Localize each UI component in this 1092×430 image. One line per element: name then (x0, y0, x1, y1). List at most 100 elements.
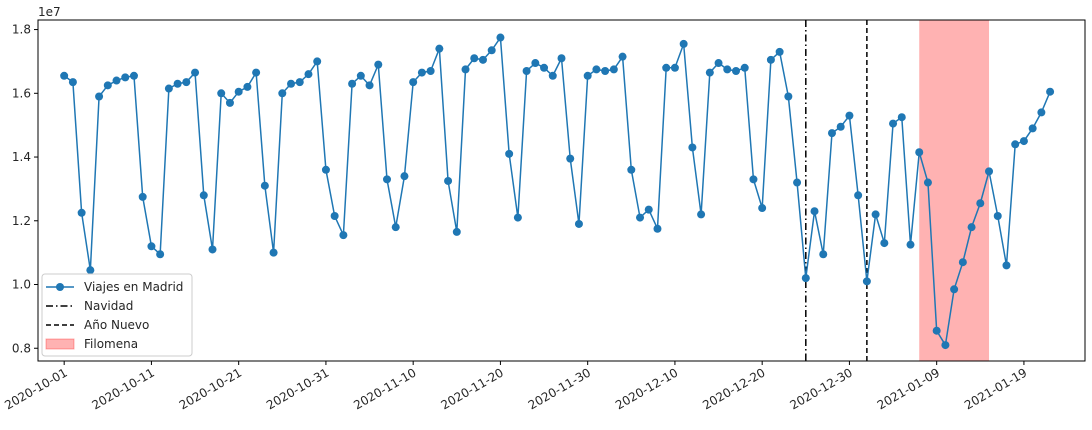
data-point-80 (758, 204, 767, 213)
legend-label-filomena: Filomena (84, 337, 138, 351)
data-point-91 (854, 191, 863, 200)
data-point-87 (819, 250, 828, 259)
data-point-69 (662, 63, 671, 72)
data-point-67 (644, 205, 653, 214)
data-point-63 (609, 65, 618, 74)
data-point-26 (287, 79, 296, 88)
y-tick-label-4: 1.6 (12, 86, 31, 100)
data-point-62 (601, 66, 610, 75)
x-tick-label-8: 2020-12-20 (700, 365, 767, 412)
data-point-94 (880, 239, 889, 248)
data-point-32 (339, 231, 348, 240)
data-point-92 (862, 277, 871, 286)
data-point-55 (540, 63, 549, 72)
data-point-86 (810, 207, 819, 216)
data-point-93 (871, 210, 880, 219)
data-point-33 (348, 79, 357, 88)
data-point-100 (932, 326, 941, 335)
data-point-65 (627, 165, 636, 174)
x-tick-label-4: 2020-11-10 (351, 365, 418, 412)
data-point-25 (278, 89, 287, 98)
data-point-57 (557, 54, 566, 63)
data-point-1 (68, 78, 77, 87)
x-tick-label-2: 2020-10-21 (177, 365, 244, 412)
series-line-0 (63, 35, 1051, 348)
data-point-78 (740, 63, 749, 72)
x-tick-label-7: 2020-12-10 (613, 365, 680, 412)
data-point-76 (723, 65, 732, 74)
data-point-48 (478, 55, 487, 64)
data-point-64 (618, 52, 627, 61)
data-point-13 (173, 79, 182, 88)
data-point-4 (95, 92, 104, 101)
data-point-56 (548, 71, 557, 80)
data-point-107 (993, 212, 1002, 220)
plot-frame (37, 19, 1086, 362)
data-point-74 (705, 68, 714, 77)
data-point-53 (522, 66, 531, 75)
data-point-104 (967, 223, 976, 232)
y-tick-label-3: 1.4 (12, 150, 31, 164)
legend-label-navidad: Navidad (84, 299, 133, 313)
data-point-42 (426, 66, 435, 75)
data-point-50 (496, 33, 505, 42)
data-point-97 (906, 240, 915, 249)
data-point-84 (793, 178, 802, 187)
span-0 (919, 20, 990, 361)
data-point-16 (199, 191, 208, 200)
x-tick-label-9: 2020-12-30 (788, 365, 855, 412)
y-tick-label-0: 0.8 (12, 341, 31, 355)
data-point-34 (356, 71, 365, 80)
data-point-9 (138, 192, 147, 201)
x-tick-label-10: 2021-01-09 (875, 365, 942, 412)
legend: Viajes en Madrid Navidad Año Nuevo Filom… (41, 273, 193, 357)
data-point-61 (592, 65, 601, 74)
data-point-23 (260, 181, 269, 190)
data-point-24 (269, 248, 278, 257)
data-point-110 (1019, 137, 1028, 146)
data-point-14 (182, 78, 191, 87)
data-point-58 (566, 154, 575, 163)
data-point-95 (889, 119, 898, 128)
data-point-59 (574, 219, 583, 228)
data-point-75 (714, 59, 723, 68)
y-tick-label-5: 1.8 (12, 23, 31, 37)
data-point-36 (374, 60, 383, 69)
x-tick-label-6: 2020-11-30 (526, 365, 593, 412)
data-point-109 (1011, 140, 1020, 149)
legend-box (41, 273, 193, 357)
x-tick-label-5: 2020-11-20 (439, 365, 506, 412)
data-point-19 (225, 98, 234, 107)
x-tick-label-11: 2021-01-19 (962, 365, 1029, 412)
y-tick-label-1: 1.0 (12, 278, 31, 292)
data-point-68 (653, 224, 662, 233)
data-point-81 (766, 55, 775, 64)
data-point-108 (1002, 261, 1011, 270)
data-point-88 (827, 129, 836, 138)
data-point-44 (444, 176, 453, 185)
data-point-71 (679, 39, 688, 48)
data-point-72 (688, 143, 697, 152)
data-point-89 (836, 122, 845, 131)
data-point-99 (923, 178, 932, 187)
data-point-29 (313, 57, 322, 66)
data-point-35 (365, 81, 374, 90)
data-point-2 (77, 208, 86, 217)
data-point-85 (801, 274, 810, 283)
data-point-111 (1028, 124, 1037, 133)
data-point-43 (435, 44, 444, 53)
data-point-73 (697, 210, 706, 219)
data-point-17 (208, 245, 217, 254)
data-point-66 (636, 213, 645, 222)
legend-label-viajes: Viajes en Madrid (84, 280, 183, 294)
data-point-3 (86, 266, 95, 275)
data-point-37 (383, 175, 391, 184)
data-point-6 (112, 76, 121, 85)
data-point-15 (191, 68, 200, 77)
data-point-11 (156, 250, 165, 259)
x-tick-label-3: 2020-10-31 (264, 365, 331, 412)
data-point-10 (147, 242, 156, 251)
data-point-51 (505, 149, 514, 158)
